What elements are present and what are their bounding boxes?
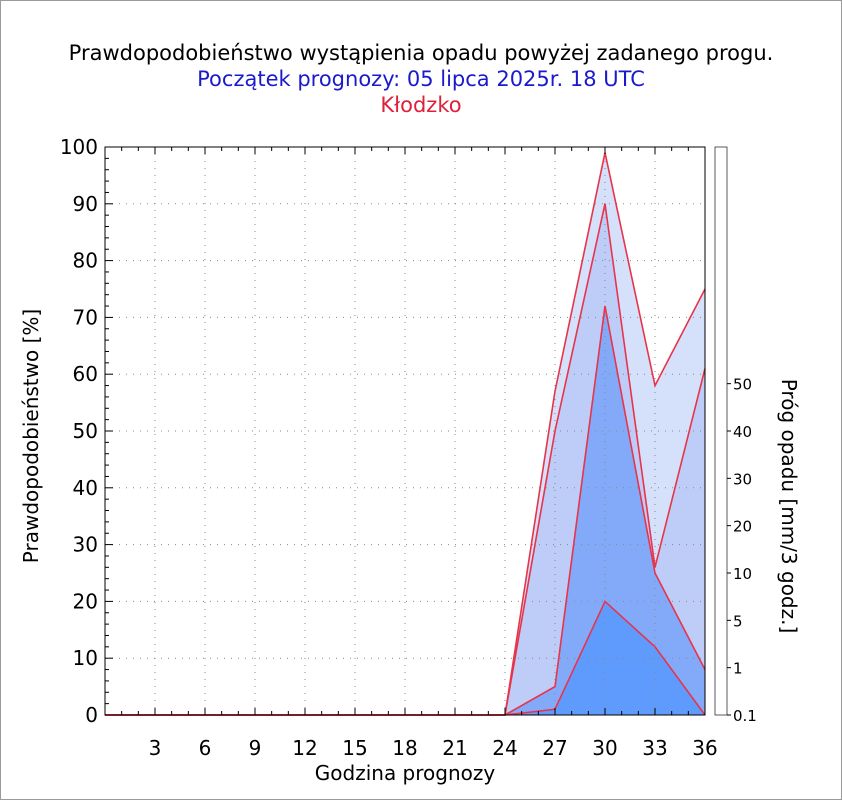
forecast-start-subtitle: Początek prognozy: 05 lipca 2025r. 18 UT… [197,67,645,91]
colorbar-tick-label: 30 [733,470,752,488]
x-tick-label: 27 [542,736,567,760]
x-tick-label: 3 [149,736,162,760]
colorbar-tick-label: 5 [733,612,743,630]
y-tick-label: 70 [73,305,98,329]
colorbar-tick-label: 10 [733,565,752,583]
y-tick-label: 50 [73,419,98,443]
chart-title: Prawdopodobieństwo wystąpienia opadu pow… [68,41,774,65]
x-tick-label: 30 [592,736,617,760]
x-tick-label: 21 [442,736,467,760]
x-tick-label: 6 [199,736,212,760]
y-tick-label: 0 [85,703,98,727]
y-tick-label: 100 [60,135,98,159]
x-tick-label: 33 [642,736,667,760]
area-threshold-10 [105,601,705,715]
y-tick-label: 30 [73,533,98,557]
location-subtitle: Kłodzko [380,93,462,117]
x-tick-label: 24 [492,736,517,760]
colorbar-label: Próg opadu [mm/3 godz.] [777,379,801,634]
x-tick-label: 12 [292,736,317,760]
colorbar: 0.1 1 5 10 20 30 40 50 [714,146,757,725]
x-tick-labels: 3 6 9 12 15 18 21 24 27 30 33 36 [149,736,718,760]
x-tick-label: 9 [249,736,262,760]
colorbar-tick-label: 1 [733,660,743,678]
x-axis-label: Godzina prognozy [315,761,496,785]
x-tick-label: 18 [392,736,417,760]
x-tick-label: 36 [692,736,717,760]
colorbar-tick-label: 0.1 [733,707,757,725]
y-tick-label: 90 [73,192,98,216]
y-tick-label: 80 [73,249,98,273]
y-tick-label: 20 [73,589,98,613]
axis-ticks [105,147,689,715]
colorbar-tick-label: 20 [733,518,752,536]
y-tick-label: 10 [73,646,98,670]
y-tick-labels: 0 10 20 30 40 50 60 70 80 90 100 [60,135,98,727]
y-axis-label: Prawdopodobieństwo [%] [19,309,43,563]
y-tick-label: 40 [73,476,98,500]
colorbar-tick-label: 50 [733,376,752,394]
area-threshold-1 [105,203,705,716]
colorbar-border [714,146,728,716]
x-tick-label: 15 [342,736,367,760]
y-tick-label: 60 [73,362,98,386]
colorbar-tick-label: 40 [733,423,752,441]
